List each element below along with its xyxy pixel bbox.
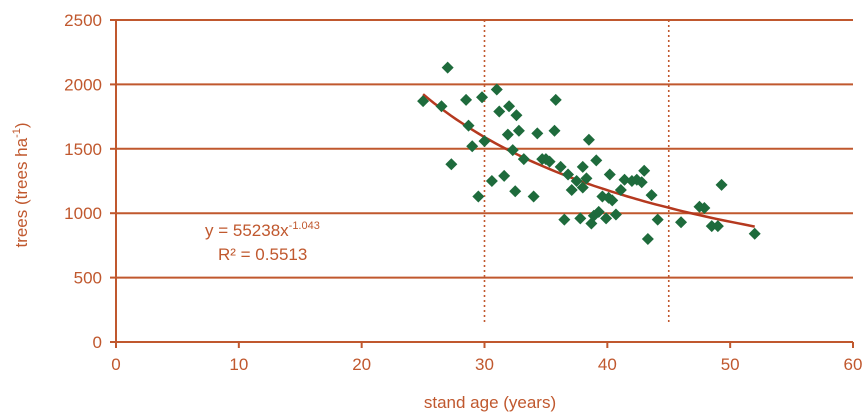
x-tick-label-20: 20: [352, 355, 371, 374]
data-point-54: [641, 232, 654, 245]
y-tick-label-1000: 1000: [64, 204, 102, 223]
data-point-13: [498, 169, 511, 182]
data-point-21: [527, 190, 540, 203]
data-point-55: [645, 189, 658, 202]
data-points: [417, 61, 761, 245]
data-point-12: [493, 105, 506, 118]
data-point-63: [748, 227, 761, 240]
data-point-7: [472, 190, 485, 203]
data-point-17: [509, 185, 522, 198]
trendline-layer: [422, 93, 755, 228]
data-point-8: [476, 91, 489, 104]
data-point-6: [466, 140, 479, 153]
data-point-61: [711, 220, 724, 233]
data-point-28: [554, 160, 567, 173]
data-point-40: [590, 154, 603, 167]
data-point-29: [558, 213, 571, 226]
x-tick-label-10: 10: [229, 355, 248, 374]
data-point-10: [485, 175, 498, 187]
data-point-33: [574, 212, 587, 225]
y-tick-label-2000: 2000: [64, 75, 102, 94]
axes: [110, 19, 854, 348]
reference-lines: [483, 20, 670, 322]
data-point-19: [512, 124, 525, 137]
data-point-49: [618, 173, 631, 186]
data-point-60: [705, 220, 718, 233]
data-point-30: [562, 168, 575, 181]
data-point-31: [565, 184, 578, 197]
data-point-35: [576, 160, 589, 173]
trend-equation-prefix: y = 55238x: [205, 221, 289, 240]
data-point-25: [543, 155, 556, 168]
data-point-46: [606, 194, 619, 207]
x-tick-label-40: 40: [598, 355, 617, 374]
data-point-14: [501, 128, 514, 141]
data-point-41: [592, 205, 605, 218]
data-point-26: [548, 124, 561, 137]
data-point-62: [715, 178, 728, 191]
y-tick-label-0: 0: [93, 333, 102, 352]
data-point-59: [698, 202, 711, 215]
data-point-2: [441, 61, 454, 74]
trend-equation-exponent: -1.043: [289, 220, 320, 232]
data-point-27: [549, 93, 562, 106]
data-point-45: [603, 168, 616, 181]
x-tick-label-30: 30: [475, 355, 494, 374]
y-tick-label-2500: 2500: [64, 11, 102, 30]
data-point-48: [614, 184, 627, 197]
y-axis-title-exponent: -1: [11, 128, 23, 138]
data-point-34: [576, 181, 589, 194]
data-point-43: [600, 212, 613, 225]
data-point-47: [609, 208, 622, 221]
data-point-37: [582, 133, 595, 146]
x-tick-label-50: 50: [721, 355, 740, 374]
data-point-32: [570, 175, 583, 187]
data-point-3: [445, 158, 458, 171]
data-point-18: [510, 109, 523, 122]
data-point-9: [478, 135, 491, 148]
data-point-52: [635, 176, 648, 189]
y-axis-title-main: trees (trees ha: [12, 137, 31, 247]
trend-r-squared: R² = 0.5513: [218, 245, 307, 264]
data-point-5: [462, 119, 475, 132]
x-axis-title: stand age (years): [424, 393, 556, 412]
trend-equation: y = 55238x-1.043: [205, 220, 320, 240]
data-point-1: [435, 100, 448, 113]
data-point-11: [490, 83, 503, 96]
data-point-36: [580, 172, 593, 185]
data-point-4: [460, 93, 473, 106]
y-axis-title-close: ): [12, 122, 31, 128]
data-point-16: [506, 144, 519, 157]
y-tick-label-1500: 1500: [64, 140, 102, 159]
data-point-57: [675, 216, 688, 229]
tick-labels: 0 500 1000 1500 2000 2500 0 10 20 30 40 50 60: [64, 11, 862, 374]
trendline-path: [422, 93, 755, 228]
data-point-53: [638, 164, 651, 177]
x-tick-label-0: 0: [111, 355, 120, 374]
data-point-22: [531, 127, 544, 140]
x-tick-label-60: 60: [844, 355, 863, 374]
data-point-0: [417, 95, 430, 108]
data-point-20: [517, 153, 530, 166]
y-tick-label-500: 500: [74, 269, 102, 288]
y-axis-title: trees (trees ha-1): [11, 122, 31, 247]
data-point-15: [503, 100, 516, 113]
data-point-56: [651, 213, 664, 226]
